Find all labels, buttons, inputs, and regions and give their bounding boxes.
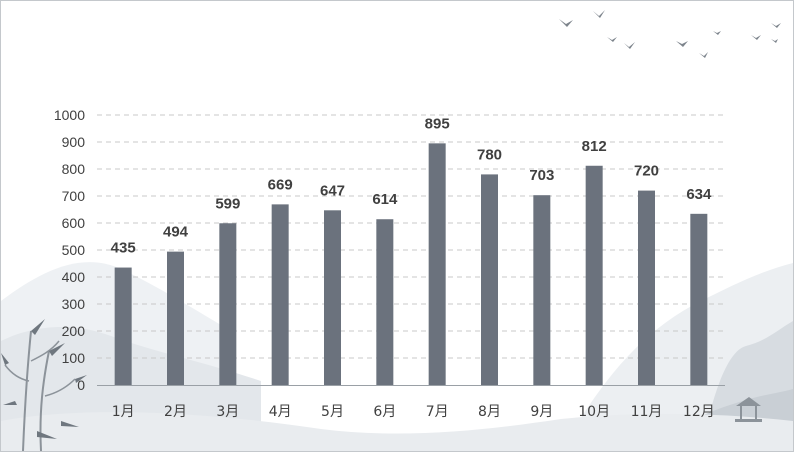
data-label-9: 703 (529, 167, 554, 184)
pavilion-icon (735, 397, 762, 422)
bar-9 (533, 195, 551, 385)
bar-2 (167, 251, 184, 385)
y-tick-label: 800 (62, 161, 86, 177)
data-labels: 435 494 599 669 647 614 895 780 703 812 720 634 (111, 115, 712, 256)
bar-7 (428, 143, 446, 385)
y-tick-label: 300 (62, 296, 86, 312)
data-label-7: 895 (425, 115, 450, 132)
y-tick-label: 1000 (54, 107, 85, 123)
category-label-1: 1月 (112, 404, 135, 420)
category-label-6: 6月 (373, 404, 396, 420)
y-tick-label: 200 (62, 323, 86, 339)
category-label-11: 11月 (631, 404, 663, 420)
y-tick-label: 500 (62, 242, 86, 258)
category-label-4: 4月 (269, 404, 292, 420)
y-tick-label: 700 (62, 188, 86, 204)
gridlines (97, 114, 725, 359)
bamboo-icon (4, 330, 76, 451)
category-label-9: 9月 (530, 404, 553, 420)
bar-8 (481, 174, 498, 385)
data-label-4: 669 (268, 176, 293, 193)
y-tick-label: 600 (62, 215, 86, 231)
y-tick-label: 900 (62, 134, 86, 150)
bar-6 (376, 219, 394, 385)
bars (114, 143, 708, 385)
x-axis-category-labels: 1月 2月 3月 4月 5月 6月 7月 8月 9月 10月 11月 12月 (112, 404, 715, 420)
data-label-11: 720 (634, 163, 659, 180)
category-label-2: 2月 (164, 404, 187, 420)
y-tick-label: 400 (62, 269, 86, 285)
bar-10 (585, 165, 603, 385)
category-label-12: 12月 (683, 404, 715, 420)
y-tick-label: 0 (77, 377, 85, 393)
data-label-3: 599 (215, 195, 240, 212)
category-label-7: 7月 (426, 404, 449, 420)
bar-1 (114, 267, 132, 385)
category-label-10: 10月 (578, 404, 610, 420)
category-label-3: 3月 (216, 404, 239, 420)
data-label-8: 780 (477, 146, 502, 163)
bar-3 (219, 223, 237, 385)
flying-birds-icon (559, 10, 781, 58)
data-label-1: 435 (111, 240, 136, 257)
data-label-2: 494 (163, 224, 189, 241)
category-label-5: 5月 (321, 404, 344, 420)
data-label-12: 634 (686, 186, 712, 203)
bar-11 (638, 190, 655, 385)
bar-12 (690, 213, 708, 385)
bamboo-leaves-icon (1, 319, 87, 439)
data-label-6: 614 (372, 191, 398, 208)
bar-5 (324, 210, 341, 385)
data-label-10: 812 (582, 138, 607, 155)
category-label-8: 8月 (478, 404, 501, 420)
bar-4 (271, 204, 289, 385)
y-tick-label: 100 (62, 350, 86, 366)
y-axis-tick-labels: 0 100 200 300 400 500 600 700 800 900 1000 (54, 107, 85, 393)
data-label-5: 647 (320, 182, 345, 199)
